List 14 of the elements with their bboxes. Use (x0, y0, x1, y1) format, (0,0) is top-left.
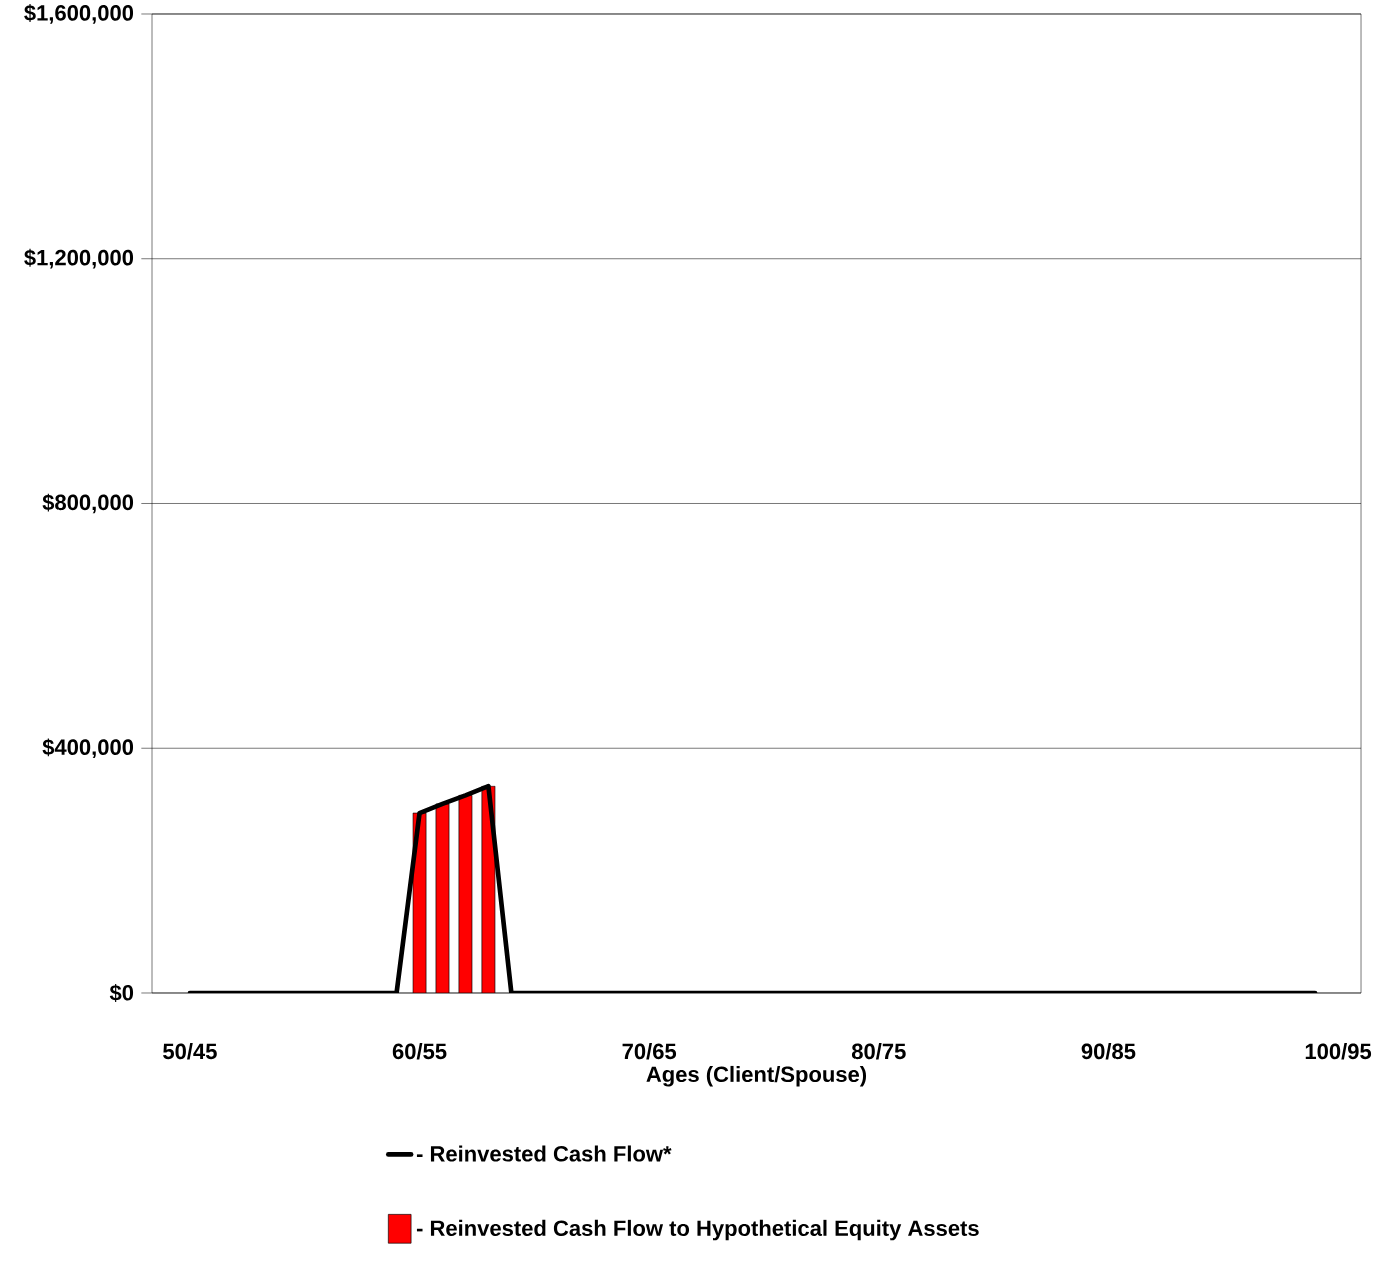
x-tick-label: 100/95 (1305, 1043, 1372, 1060)
legend-label: - Reinvested Cash Flow* (416, 1145, 672, 1162)
y-tick-label: $0 (109, 984, 134, 1002)
y-tick-label: $1,600,000 (24, 4, 134, 24)
legend-label: - Reinvested Cash Flow to Hypothetical Equity Assets (416, 1219, 979, 1241)
x-tick-label: 90/85 (1081, 1043, 1136, 1060)
x-tick-label: 50/45 (163, 1043, 217, 1060)
x-tick-label: 70/65 (622, 1043, 677, 1060)
x-tick-label: 60/55 (392, 1043, 447, 1060)
y-tick-label: $800,000 (42, 493, 134, 514)
x-axis-title: Ages (Client/Spouse) (646, 1065, 867, 1087)
y-tick-label: $1,200,000 (24, 248, 134, 269)
x-tick-label: 80/75 (851, 1043, 906, 1060)
y-tick-label: $400,000 (42, 738, 134, 759)
